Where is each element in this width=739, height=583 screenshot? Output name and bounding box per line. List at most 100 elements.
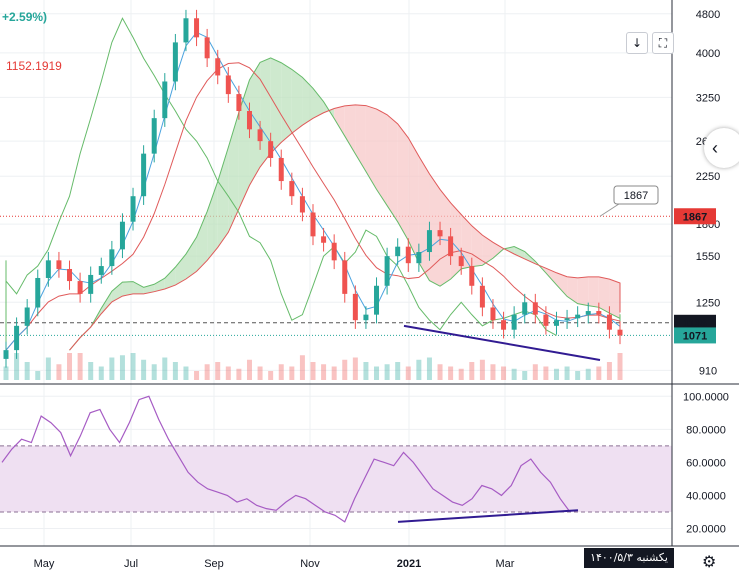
volume-bar: [331, 366, 337, 380]
ichimoku-cloud-segment: [387, 114, 398, 222]
volume-bar: [310, 362, 316, 380]
candle-body: [257, 129, 263, 142]
candle-body: [162, 81, 168, 119]
ichimoku-cloud-segment: [365, 105, 377, 190]
ichimoku-cloud-segment: [175, 254, 186, 286]
volume-bar: [109, 357, 115, 380]
candle-body: [3, 350, 9, 359]
volume-bar: [299, 355, 305, 380]
callout-text: 1867: [624, 190, 648, 202]
volume-bar: [77, 353, 83, 380]
x-tick-label: Nov: [300, 558, 320, 570]
volume-bar: [88, 362, 94, 380]
price-pane[interactable]: 1867: [0, 9, 672, 380]
volume-bar: [172, 362, 178, 380]
volume-bar: [225, 366, 231, 380]
ichimoku-cloud-segment: [397, 123, 409, 241]
volume-bar: [246, 359, 252, 380]
x-tick-label: Sep: [204, 558, 224, 570]
volume-bar: [416, 359, 422, 380]
volume-bar: [532, 364, 538, 380]
callout-box: [613, 185, 659, 205]
rsi-tick-label: 40.0000: [686, 490, 726, 502]
ichimoku-cloud-segment: [492, 242, 504, 259]
volume-bar: [35, 371, 41, 380]
volume-bar: [98, 366, 104, 380]
volume-bar: [278, 364, 284, 380]
volume-bar: [575, 371, 581, 380]
volume-bar: [215, 362, 221, 380]
rsi-pane[interactable]: [0, 395, 672, 523]
price-tick-label: 1550: [696, 251, 720, 263]
rsi-line: [1, 395, 571, 523]
candle-body: [553, 320, 559, 326]
volume-bar: [617, 353, 623, 380]
candle-body: [532, 302, 538, 315]
rsi-tick-label: 100.0000: [683, 391, 729, 403]
cursor-date-label: ۱۴۰۰/۵/۳ یکشنبه: [584, 548, 674, 568]
candle-body: [141, 153, 147, 197]
rsi-tick-label: 60.0000: [686, 457, 726, 469]
ichimoku-cloud-segment: [122, 281, 134, 297]
candle-body: [342, 260, 348, 294]
volume-bar: [469, 362, 475, 380]
ichimoku-cloud-segment: [207, 181, 218, 261]
candle-body: [24, 307, 30, 326]
ichimoku-cloud-segment: [588, 276, 599, 308]
candle-body: [617, 329, 623, 336]
candle-body: [384, 256, 390, 286]
ichimoku-cloud-segment: [376, 109, 388, 206]
volume-bar: [405, 366, 411, 380]
change-percent: +2.59%): [2, 10, 48, 24]
candle-body: [321, 236, 327, 243]
ichimoku-cloud-segment: [101, 291, 112, 314]
price-axis-badge: [674, 327, 716, 344]
volume-bar: [289, 366, 295, 380]
base-line-value: 1152.1919: [6, 59, 62, 73]
ichimoku-cloud-segment: [217, 147, 229, 248]
candle-body: [151, 118, 157, 154]
ichimoku-cloud-segment: [577, 276, 589, 306]
volume-bar: [490, 364, 496, 380]
candle-body: [448, 236, 454, 257]
price-axis-badge-text: 1867: [683, 211, 707, 223]
ichimoku-cloud-segment: [609, 279, 620, 319]
ichimoku-cloud-segment: [461, 214, 472, 269]
ichimoku-cloud-segment: [440, 189, 451, 287]
volume-bar: [342, 359, 348, 380]
candle-body: [236, 94, 242, 111]
volume-bar: [363, 362, 369, 380]
candle-body: [194, 18, 200, 38]
candle-body: [564, 318, 570, 321]
rsi-tick-label: 20.0000: [686, 523, 726, 535]
fullscreen-icon[interactable]: ⛶: [652, 32, 674, 54]
ichimoku-cloud-segment: [313, 88, 324, 119]
chevron-left-icon[interactable]: ‹: [704, 128, 739, 168]
candle-body: [479, 285, 485, 308]
candle-body: [426, 230, 432, 253]
candle-body: [331, 242, 337, 261]
candle-body: [119, 221, 125, 250]
gear-icon[interactable]: ⚙: [702, 554, 717, 571]
volume-bar: [437, 364, 443, 380]
volume-bar: [321, 364, 327, 380]
price-axis-badge-text: 1136: [683, 318, 707, 330]
download-icon[interactable]: ↓: [626, 32, 648, 54]
candle-body: [437, 230, 443, 237]
chikou-line: [5, 17, 557, 351]
candle-body: [363, 314, 369, 321]
ichimoku-cloud-segment: [598, 276, 610, 314]
span-b-line: [69, 104, 621, 351]
ichimoku-cloud-segment: [408, 137, 419, 263]
volume-bar: [479, 359, 485, 380]
ichimoku-cloud-segment: [344, 104, 356, 154]
axes: MayJulSepNov2021Mar910125015501800225026…: [0, 0, 739, 570]
price-tick-label: 4000: [696, 48, 720, 60]
candle-body: [88, 274, 94, 294]
candle-body: [14, 325, 20, 351]
volume-bar: [395, 362, 401, 380]
price-tick-label: 2250: [696, 171, 720, 183]
volume-bar: [426, 357, 432, 380]
candle-body: [183, 18, 189, 43]
